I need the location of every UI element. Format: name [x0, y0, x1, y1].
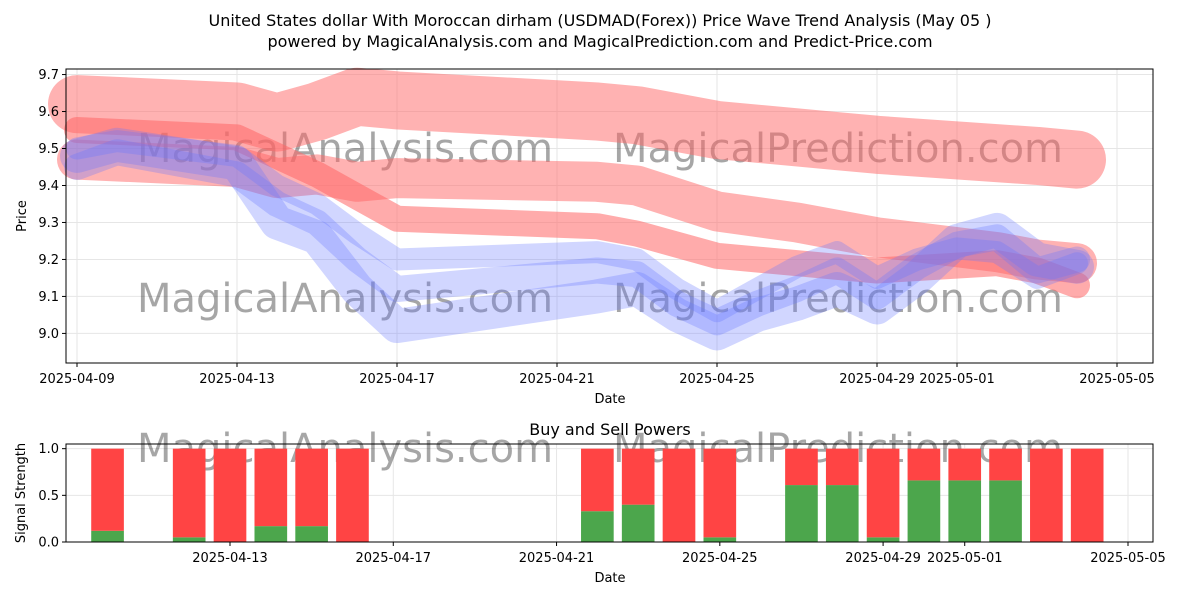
price-y-axis: 9.0 9.1 9.2 9.3 9.4 9.5 9.6 9.7	[38, 68, 66, 342]
buy-bar	[866, 537, 900, 542]
price-watermark-3: MagicalAnalysis.com	[137, 276, 553, 322]
price-y-tick-label: 9.0	[38, 327, 59, 342]
sell-bar	[254, 448, 288, 527]
blue-band-3	[66, 130, 1088, 323]
price-plot-frame	[65, 68, 1154, 364]
power-x-axis: 2025-04-13 2025-04-17 2025-04-21 2025-04-25…	[192, 542, 1166, 566]
buy-bar	[825, 485, 859, 542]
red-band-3	[64, 117, 1090, 299]
price-x-tick-label: 2025-05-05	[1079, 372, 1155, 387]
blue-band-2	[64, 139, 1090, 336]
sell-bar	[948, 448, 982, 481]
price-y-tick-label: 9.3	[38, 216, 59, 231]
buy-bar	[703, 537, 737, 542]
sell-bar	[703, 448, 737, 538]
power-plot-frame	[65, 443, 1154, 543]
price-x-tick-label: 2025-04-21	[519, 372, 595, 387]
price-x-axis: 2025-04-09 2025-04-13 2025-04-17 2025-04-21…	[39, 363, 1155, 387]
power-y-label: Signal Strength	[14, 443, 29, 543]
power-x-tick-label: 2025-04-29	[845, 551, 921, 566]
sell-bar	[785, 448, 818, 486]
buy-bar	[621, 504, 655, 542]
sell-bar	[172, 448, 206, 538]
buy-bar	[91, 530, 124, 542]
price-panel: MagicalAnalysis.com MagicalPrediction.co…	[15, 67, 1155, 407]
power-bars	[91, 448, 1104, 542]
power-title: Buy and Sell Powers	[529, 420, 691, 439]
power-y-axis: 0.0 0.5 1.0	[38, 442, 66, 551]
price-x-tick-label: 2025-04-25	[679, 372, 755, 387]
sell-bar	[581, 448, 614, 512]
price-y-tick-label: 9.2	[38, 253, 59, 268]
price-bands	[48, 67, 1106, 351]
price-y-label: Price	[15, 200, 30, 232]
buy-bar	[989, 480, 1022, 542]
power-x-tick-label: 2025-04-13	[192, 551, 268, 566]
price-y-tick-label: 9.4	[38, 179, 59, 194]
sell-bar	[907, 448, 941, 481]
buy-bar	[907, 480, 941, 542]
buy-bar	[785, 485, 818, 542]
red-band-2	[57, 139, 1097, 284]
power-y-tick-label: 0.0	[38, 536, 59, 551]
power-panel: Buy and Sell Powers MagicalAnalysis.com …	[14, 420, 1166, 586]
buy-bar	[581, 511, 614, 542]
power-x-tick-label: 2025-04-21	[519, 551, 595, 566]
price-x-tick-label: 2025-04-29	[839, 372, 915, 387]
price-watermark-4: MagicalPrediction.com	[613, 276, 1063, 322]
sell-bar	[91, 448, 124, 531]
power-x-label: Date	[594, 571, 625, 586]
price-y-tick-label: 9.7	[38, 68, 59, 83]
sell-bar	[1070, 448, 1104, 542]
sell-bar	[621, 448, 655, 505]
price-y-tick-label: 9.1	[38, 290, 59, 305]
chart-title: United States dollar With Moroccan dirha…	[209, 11, 992, 30]
power-x-tick-label: 2025-04-25	[682, 551, 758, 566]
price-x-label: Date	[594, 392, 625, 407]
price-x-tick-label: 2025-05-01	[919, 372, 995, 387]
price-y-tick-label: 9.6	[38, 105, 59, 120]
power-x-tick-label: 2025-04-17	[355, 551, 431, 566]
sell-bar	[866, 448, 900, 538]
power-y-tick-label: 0.5	[38, 489, 59, 504]
buy-bar	[948, 480, 982, 542]
price-y-tick-label: 9.5	[38, 142, 59, 157]
chart-subtitle: powered by MagicalAnalysis.com and Magic…	[267, 32, 932, 51]
sell-bar	[825, 448, 859, 486]
sell-bar	[1030, 448, 1063, 542]
sell-bar	[662, 448, 696, 542]
price-x-tick-label: 2025-04-17	[359, 372, 435, 387]
buy-bar	[295, 526, 328, 542]
sell-bar	[295, 448, 328, 527]
power-y-tick-label: 1.0	[38, 442, 59, 457]
sell-bar	[989, 448, 1022, 481]
buy-bar	[172, 537, 206, 542]
red-band-1	[48, 67, 1106, 189]
power-x-tick-label: 2025-05-05	[1090, 551, 1166, 566]
buy-bar	[254, 526, 288, 542]
price-x-tick-label: 2025-04-13	[199, 372, 275, 387]
blue-band-1	[60, 127, 1094, 351]
price-x-tick-label: 2025-04-09	[39, 372, 115, 387]
sell-bar	[336, 448, 369, 542]
sell-bar	[213, 448, 247, 542]
power-x-tick-label: 2025-05-01	[927, 551, 1003, 566]
